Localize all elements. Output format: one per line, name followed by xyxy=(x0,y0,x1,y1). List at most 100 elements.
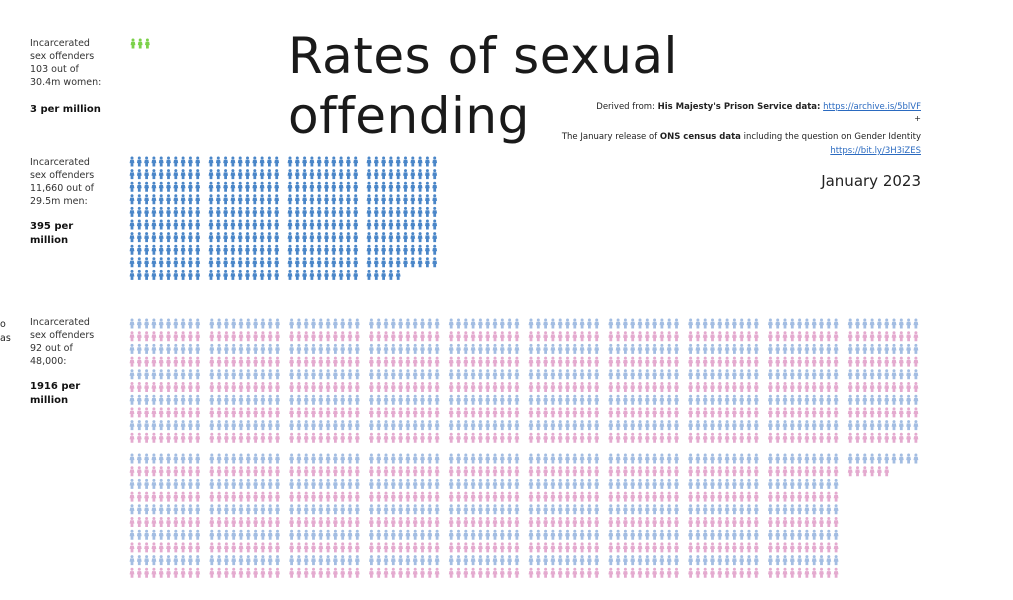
person-icon xyxy=(434,517,440,527)
person-icon xyxy=(216,529,222,540)
person-icon xyxy=(492,356,498,367)
person-icon xyxy=(717,567,723,578)
person-icon xyxy=(347,529,353,540)
person-icon xyxy=(267,331,273,342)
person-icon xyxy=(485,382,491,392)
person-icon xyxy=(267,555,273,566)
person-icon xyxy=(615,555,621,566)
person-icon xyxy=(608,318,614,329)
person-icon xyxy=(338,257,344,268)
person-icon xyxy=(695,394,701,405)
person-icon xyxy=(528,567,534,578)
person-icon xyxy=(405,432,411,443)
person-icon xyxy=(173,453,179,464)
person-icon xyxy=(274,244,280,255)
person-icon xyxy=(325,356,331,367)
person-icon xyxy=(403,219,408,230)
person-icon xyxy=(376,466,382,477)
person-icon xyxy=(594,542,600,553)
person-icon xyxy=(594,420,600,431)
person-icon xyxy=(259,181,265,192)
person-icon xyxy=(412,394,418,405)
person-icon xyxy=(579,466,585,477)
person-icon xyxy=(432,169,438,180)
person-icon xyxy=(381,156,386,167)
person-icon xyxy=(644,517,650,527)
person-icon xyxy=(565,478,570,489)
person-icon xyxy=(209,542,215,553)
person-icon xyxy=(470,504,476,515)
person-icon xyxy=(789,356,795,367)
person-icon xyxy=(398,432,403,443)
person-icon xyxy=(129,466,135,477)
person-icon xyxy=(136,219,142,230)
person-icon xyxy=(188,555,193,566)
person-icon xyxy=(456,542,461,553)
person-icon xyxy=(158,331,164,342)
person-icon xyxy=(188,517,193,527)
census-data-link[interactable]: https://bit.ly/3H3iZES xyxy=(830,146,921,156)
person-icon xyxy=(789,369,795,380)
person-icon xyxy=(398,394,403,405)
person-icon xyxy=(158,529,164,540)
person-icon xyxy=(311,407,316,418)
person-icon xyxy=(144,466,149,477)
person-icon xyxy=(333,466,338,477)
person-icon xyxy=(388,194,394,205)
person-icon xyxy=(129,504,135,515)
person-icon xyxy=(652,432,657,443)
person-icon xyxy=(557,567,563,578)
person-icon xyxy=(420,432,425,443)
person-icon xyxy=(158,257,164,268)
person-icon xyxy=(869,394,875,405)
person-icon xyxy=(528,432,534,443)
person-icon xyxy=(463,356,469,367)
person-icon xyxy=(151,504,157,515)
person-icon xyxy=(869,356,875,367)
person-icon xyxy=(395,244,401,255)
person-icon xyxy=(340,343,346,354)
person-icon xyxy=(543,356,548,367)
person-icon xyxy=(420,420,425,431)
person-icon xyxy=(732,369,737,380)
person-icon xyxy=(702,504,708,515)
person-icon xyxy=(485,555,491,566)
person-icon xyxy=(366,219,372,230)
person-icon xyxy=(144,257,149,268)
person-icon xyxy=(615,453,621,464)
person-icon xyxy=(826,407,832,418)
person-icon xyxy=(309,257,315,268)
prison-data-link[interactable]: https://archive.is/5blVF xyxy=(823,102,921,112)
person-icon xyxy=(434,420,440,431)
person-icon xyxy=(543,432,548,443)
person-icon xyxy=(652,555,657,566)
person-icon xyxy=(231,542,237,553)
person-icon xyxy=(324,257,329,268)
person-icon xyxy=(688,453,693,464)
person-icon xyxy=(318,466,324,477)
person-icon xyxy=(151,555,157,566)
person-icon xyxy=(637,382,643,392)
person-icon xyxy=(373,181,379,192)
person-icon xyxy=(296,517,302,527)
person-icon xyxy=(216,466,222,477)
person-icon xyxy=(877,394,882,405)
person-icon xyxy=(420,453,425,464)
person-icon xyxy=(129,382,135,392)
person-icon xyxy=(550,394,556,405)
person-icon xyxy=(543,529,548,540)
person-icon xyxy=(427,407,433,418)
person-icon xyxy=(448,529,454,540)
person-icon xyxy=(862,432,868,443)
person-icon xyxy=(535,478,541,489)
person-icon xyxy=(862,453,868,464)
person-icon xyxy=(877,369,882,380)
person-icon xyxy=(223,232,228,243)
person-icon xyxy=(180,356,186,367)
person-icon xyxy=(528,407,534,418)
men-icons xyxy=(129,156,438,280)
person-icon xyxy=(557,466,563,477)
person-icon xyxy=(129,555,135,566)
person-icon xyxy=(354,343,360,354)
person-icon xyxy=(456,394,461,405)
